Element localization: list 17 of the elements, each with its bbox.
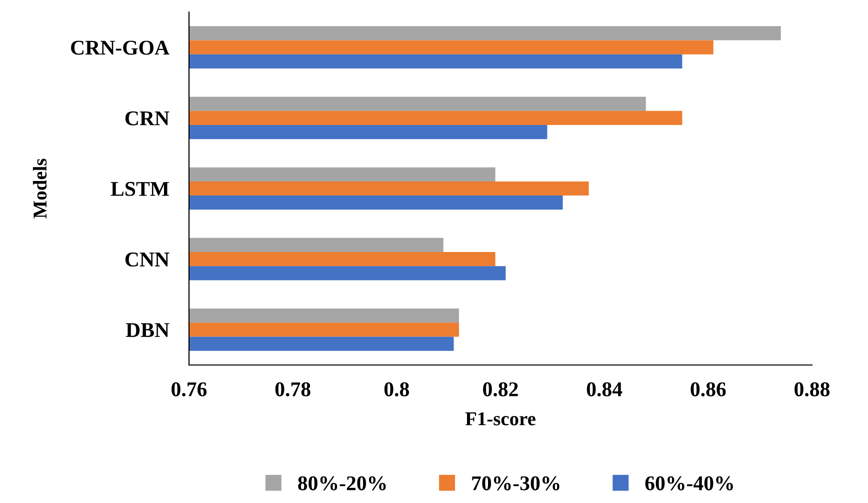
legend-label: 60%-40% xyxy=(645,476,733,490)
y-tick-label: CRN xyxy=(125,111,170,126)
y-tick-label: DBN xyxy=(126,323,170,337)
x-tick-label: 0.82 xyxy=(483,382,518,396)
y-tick-label: CRN-GOA xyxy=(71,40,170,55)
x-tick-label: 0.86 xyxy=(690,382,726,396)
legend-label: 80%-20% xyxy=(298,476,386,490)
x-tick-label: 0.78 xyxy=(275,382,310,396)
x-tick-label: 0.76 xyxy=(172,382,207,396)
x-tick-label: 0.88 xyxy=(794,382,830,396)
x-axis-title: F1-score xyxy=(465,412,536,426)
x-tick-label: 0.8 xyxy=(384,382,409,396)
y-axis-title: Models xyxy=(32,158,47,218)
legend-label: 70%-30% xyxy=(472,476,560,490)
y-tick-label: CNN xyxy=(125,252,170,267)
x-tick-label: 0.84 xyxy=(586,382,622,396)
y-tick-label: LSTM xyxy=(110,182,169,196)
